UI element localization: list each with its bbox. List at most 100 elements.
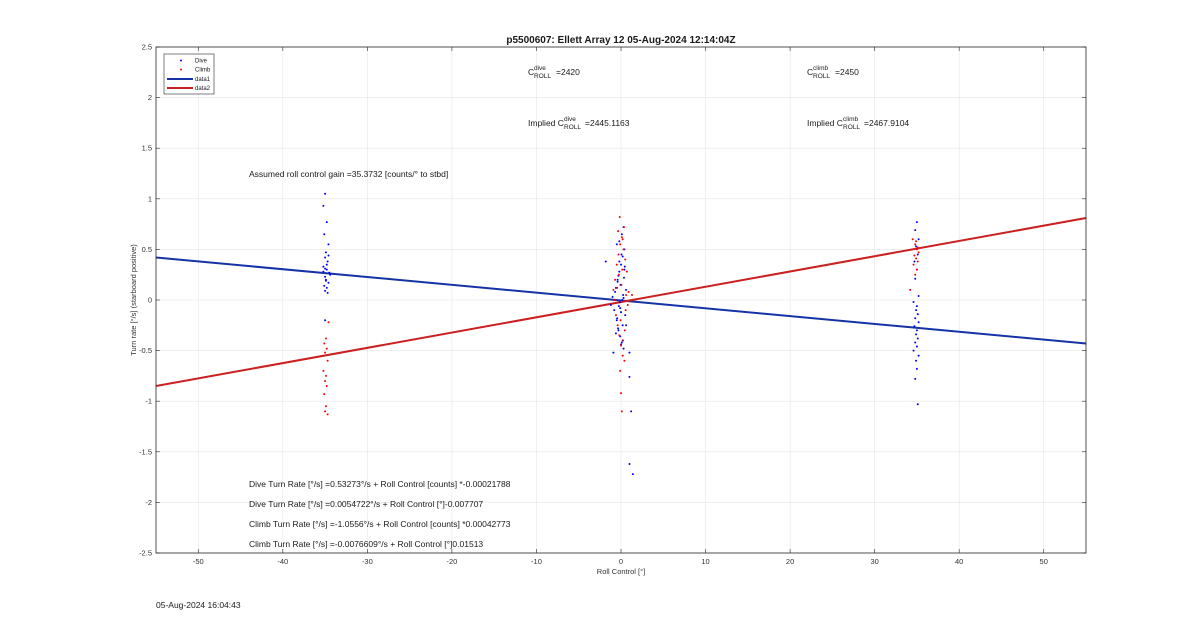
dive-point	[628, 351, 631, 354]
dive-point	[621, 255, 624, 258]
dive-point	[915, 333, 918, 336]
dive-point	[915, 245, 918, 248]
dive-point	[620, 233, 623, 236]
dive-point	[327, 243, 330, 246]
climb-point	[625, 270, 628, 273]
dive-point	[326, 291, 329, 294]
x-tick-label: 40	[955, 557, 963, 566]
annotation-implied-dive: Implied C dive ROLL =2445.1163	[528, 116, 630, 131]
dive-point	[327, 254, 330, 257]
y-tick-label: 1	[148, 194, 152, 203]
dive-point	[914, 229, 917, 232]
dive-point	[616, 280, 619, 283]
climb-point	[624, 309, 627, 312]
climb-point	[909, 288, 912, 291]
dive-point	[621, 299, 624, 301]
cdive-value: =2420	[556, 67, 580, 77]
climb-point	[630, 293, 633, 296]
climb-point	[617, 253, 620, 256]
dive-point	[620, 311, 622, 314]
dive-point	[322, 204, 325, 207]
legend-data1-label: data1	[195, 77, 211, 83]
dive-point	[917, 321, 920, 324]
dive-point	[325, 286, 328, 289]
annotation-cclimb: C climb ROLL =2450	[807, 65, 859, 80]
y-tick-label: -2.5	[139, 549, 152, 558]
dive-point	[323, 284, 326, 287]
dive-point	[616, 317, 619, 320]
climb-point	[620, 283, 623, 286]
dive-point	[912, 301, 915, 304]
climb-point	[615, 263, 618, 266]
climb-point	[621, 238, 624, 241]
dive-point	[617, 329, 620, 332]
dive-point	[628, 375, 631, 378]
legend-climb-marker	[180, 68, 182, 71]
climb-point	[913, 254, 916, 257]
dive-point	[631, 473, 634, 476]
x-tick-label: -30	[362, 557, 373, 566]
dive-point	[915, 345, 918, 348]
dive-point	[328, 271, 331, 274]
dive-point	[324, 256, 327, 259]
dive-point	[915, 221, 918, 224]
dive-point	[630, 410, 633, 413]
dive-point	[912, 349, 915, 352]
cdive-sub: ROLL	[534, 73, 551, 80]
climb-point	[324, 379, 327, 382]
climb-point	[324, 351, 327, 354]
dive-point	[915, 305, 918, 308]
legend-dive-marker	[180, 59, 182, 62]
x-tick-label: -10	[531, 557, 542, 566]
y-tick-label: -1	[145, 397, 152, 406]
climb-point	[621, 268, 624, 271]
dive-point	[609, 304, 612, 307]
print-timestamp: 05-Aug-2024 16:04:43	[156, 600, 241, 610]
annotation-gain: Assumed roll control gain =35.3732 [coun…	[249, 169, 448, 179]
iclimb-value: =2467.9104	[864, 118, 909, 128]
climb-point	[323, 393, 326, 396]
iclimb-sub: ROLL	[843, 124, 860, 131]
climb-point	[624, 258, 627, 261]
dive-point	[616, 278, 619, 281]
cclimb-value: =2450	[835, 67, 859, 77]
equation-dive-counts: Dive Turn Rate [°/s] =0.53273°/s + Roll …	[249, 479, 511, 489]
dive-point	[622, 296, 625, 299]
climb-point	[617, 273, 620, 276]
y-axis-label: Turn rate [°/s] (starboard positive)	[129, 244, 138, 356]
climb-point	[625, 293, 628, 296]
x-tick-label: 30	[870, 557, 878, 566]
climb-point	[324, 374, 327, 377]
dive-point	[324, 289, 327, 292]
climb-point	[326, 359, 329, 362]
cclimb-sup: climb	[813, 65, 829, 72]
climb-point	[915, 257, 918, 260]
x-tick-label: -50	[193, 557, 204, 566]
dive-point	[325, 268, 328, 271]
dive-point	[914, 277, 917, 280]
climb-point	[325, 347, 328, 350]
cdive-c: C	[528, 67, 534, 77]
dive-point	[618, 270, 621, 273]
dive-point	[628, 462, 631, 465]
climb-point	[620, 344, 622, 347]
legend-data2-label: data2	[195, 86, 211, 92]
climb-point	[626, 304, 629, 307]
climb-point	[616, 324, 619, 327]
dive-point	[625, 324, 628, 327]
climb-point	[620, 236, 623, 239]
climb-point	[324, 337, 327, 340]
y-tick-label: 2.5	[142, 43, 152, 52]
data-points	[322, 192, 920, 476]
climb-point	[620, 410, 623, 413]
climb-point	[619, 369, 622, 372]
dive-point	[324, 192, 327, 195]
dive-point	[915, 309, 918, 312]
climb-point	[627, 290, 630, 293]
equation-dive-degrees: Dive Turn Rate [°/s] =0.0054722°/s + Rol…	[249, 499, 483, 509]
climb-point	[612, 288, 615, 291]
iclimb-sup: climb	[843, 116, 859, 123]
dive-point	[622, 347, 625, 350]
climb-point	[619, 319, 622, 322]
